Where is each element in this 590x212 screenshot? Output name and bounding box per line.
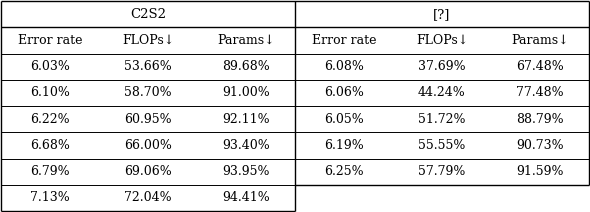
Text: 51.72%: 51.72%	[418, 113, 466, 126]
Text: 6.05%: 6.05%	[324, 113, 364, 126]
Text: 60.95%: 60.95%	[124, 113, 172, 126]
Text: 89.68%: 89.68%	[222, 60, 270, 73]
Text: C2S2: C2S2	[130, 8, 166, 21]
Text: 6.79%: 6.79%	[30, 165, 70, 178]
Text: 6.08%: 6.08%	[324, 60, 364, 73]
Text: 58.70%: 58.70%	[124, 86, 172, 99]
Text: 6.10%: 6.10%	[30, 86, 70, 99]
Text: FLOPs↓: FLOPs↓	[122, 34, 174, 47]
Text: 94.41%: 94.41%	[222, 191, 270, 204]
Text: 37.69%: 37.69%	[418, 60, 466, 73]
Text: 7.13%: 7.13%	[30, 191, 70, 204]
Text: 6.25%: 6.25%	[324, 165, 364, 178]
Text: 6.68%: 6.68%	[30, 139, 70, 152]
Text: 88.79%: 88.79%	[516, 113, 564, 126]
Text: 55.55%: 55.55%	[418, 139, 466, 152]
Text: 92.11%: 92.11%	[222, 113, 270, 126]
Text: Params↓: Params↓	[511, 34, 569, 47]
Text: 44.24%: 44.24%	[418, 86, 466, 99]
Text: 53.66%: 53.66%	[124, 60, 172, 73]
Text: [?]: [?]	[433, 8, 451, 21]
Text: 69.06%: 69.06%	[124, 165, 172, 178]
Text: 72.04%: 72.04%	[124, 191, 172, 204]
Text: 6.22%: 6.22%	[30, 113, 70, 126]
Text: 90.73%: 90.73%	[516, 139, 564, 152]
Text: 6.03%: 6.03%	[30, 60, 70, 73]
Text: 91.59%: 91.59%	[516, 165, 564, 178]
Text: Error rate: Error rate	[312, 34, 376, 47]
Text: 93.95%: 93.95%	[222, 165, 270, 178]
Text: FLOPs↓: FLOPs↓	[416, 34, 468, 47]
Text: 77.48%: 77.48%	[516, 86, 564, 99]
Text: 6.19%: 6.19%	[324, 139, 364, 152]
Text: 91.00%: 91.00%	[222, 86, 270, 99]
Text: Params↓: Params↓	[217, 34, 275, 47]
Text: 6.06%: 6.06%	[324, 86, 364, 99]
Text: Error rate: Error rate	[18, 34, 82, 47]
Text: 67.48%: 67.48%	[516, 60, 564, 73]
Text: 57.79%: 57.79%	[418, 165, 466, 178]
Text: 66.00%: 66.00%	[124, 139, 172, 152]
Text: 93.40%: 93.40%	[222, 139, 270, 152]
